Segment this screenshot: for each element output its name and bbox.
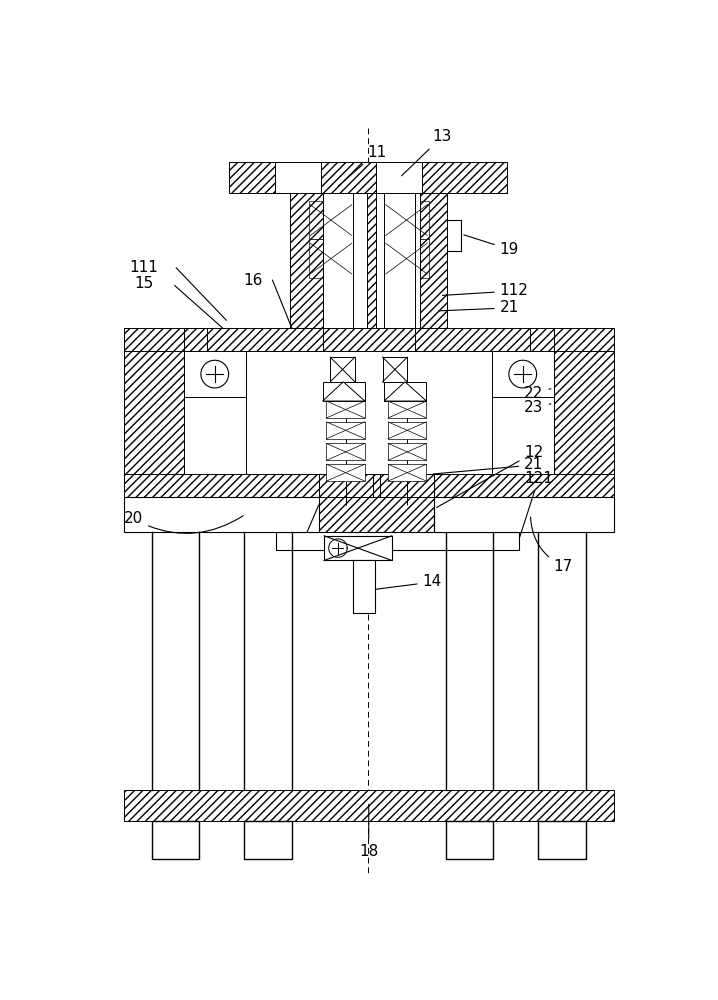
Polygon shape [384,382,426,401]
Text: 23: 23 [524,400,551,415]
Bar [376,193,420,328]
Polygon shape [322,382,365,401]
Bar [446,821,493,859]
Bar [276,532,519,550]
Text: 21: 21 [439,300,519,315]
Text: 20: 20 [124,511,243,533]
Bar [388,443,426,460]
Bar [330,357,355,382]
Text: 15: 15 [134,276,154,291]
Bar [309,201,353,239]
Bar [327,401,365,418]
Bar [319,351,353,397]
Bar [124,328,614,351]
Bar [434,497,614,532]
Bar [324,536,392,560]
Text: 18: 18 [359,804,378,859]
Bar [388,422,426,439]
Bar [151,821,200,859]
Bar [383,357,407,382]
Text: 19: 19 [464,235,519,257]
Text: 17: 17 [531,517,573,574]
Text: 13: 13 [401,129,452,176]
Bar [384,239,429,278]
Bar [290,193,322,328]
Bar [124,474,614,497]
Bar [184,351,246,397]
Bar [538,821,586,859]
Bar [407,397,434,505]
Bar [384,351,419,397]
Text: 112: 112 [442,283,528,298]
Text: 14: 14 [376,574,442,589]
Bar [228,162,508,193]
Bar [307,497,434,532]
Text: 111: 111 [129,260,159,275]
Bar [322,382,365,401]
Bar [275,162,321,193]
Bar [388,464,426,481]
Bar [381,397,407,505]
Bar [353,560,375,613]
Bar [184,328,207,351]
Bar [319,397,345,505]
Bar [554,351,614,474]
Text: 22: 22 [524,386,551,401]
Bar [384,201,429,239]
Bar [492,351,554,397]
Bar [353,193,384,328]
Bar [124,351,184,474]
Text: 16: 16 [243,273,263,288]
Bar [322,193,367,328]
Bar [309,239,353,278]
Bar [246,351,492,474]
Bar [124,497,319,532]
Bar [415,193,447,328]
Bar [327,443,365,460]
Bar [322,328,415,366]
Text: 21: 21 [433,457,544,474]
Text: 11: 11 [338,145,386,186]
Bar [327,464,365,481]
Bar [244,821,292,859]
Bar [376,162,422,193]
Bar [531,328,554,351]
Bar [322,193,353,328]
Bar [345,397,373,505]
Bar [124,790,614,821]
Text: 121: 121 [520,471,553,537]
Text: 12: 12 [437,445,544,507]
Bar [384,193,415,328]
Bar [388,401,426,418]
Bar [384,382,426,401]
Bar [327,422,365,439]
